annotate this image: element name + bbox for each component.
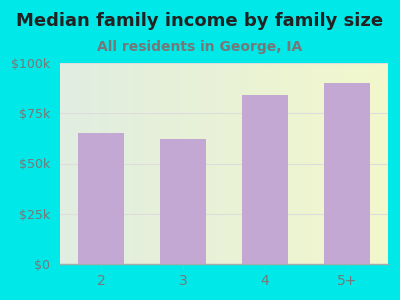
Bar xyxy=(78,133,124,264)
Text: All residents in George, IA: All residents in George, IA xyxy=(97,40,303,55)
Bar xyxy=(160,140,206,264)
Bar xyxy=(242,95,288,264)
Text: Median family income by family size: Median family income by family size xyxy=(16,12,384,30)
Bar xyxy=(324,83,370,264)
